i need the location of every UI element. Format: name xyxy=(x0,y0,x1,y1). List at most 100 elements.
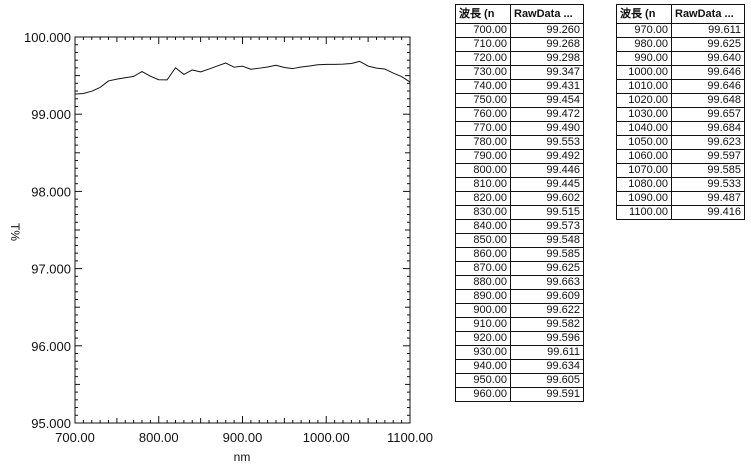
table-row: 1060.00 99.597 xyxy=(616,149,745,164)
y-tick-label: 98.000 xyxy=(31,184,71,199)
rawdata-cell: 99.446 xyxy=(510,163,584,178)
rawdata-cell: 99.596 xyxy=(510,331,584,346)
rawdata-cell: 99.472 xyxy=(510,107,584,122)
table-row: 720.00 99.298 xyxy=(455,51,584,66)
x-tick-label: 1100.00 xyxy=(387,430,433,445)
rawdata-cell: 99.492 xyxy=(510,149,584,164)
rawdata-cell: 99.625 xyxy=(510,261,584,276)
table-row: 980.00 99.625 xyxy=(616,37,745,52)
table-row: 730.00 99.347 xyxy=(455,65,584,80)
wavelength-cell: 920.00 xyxy=(455,331,511,346)
wavelength-cell: 1040.00 xyxy=(616,121,672,136)
data-table-1: 波長 (n RawData ... 700.00 99.260 710.00 99.2… xyxy=(455,4,584,402)
table-row: 1030.00 99.657 xyxy=(616,107,745,122)
y-tick-label: 99.000 xyxy=(31,107,71,122)
rawdata-cell: 99.684 xyxy=(671,121,745,136)
y-tick-label: 96.000 xyxy=(31,339,71,354)
wavelength-cell: 870.00 xyxy=(455,261,511,276)
table-header-row: 波長 (n RawData ... xyxy=(616,4,745,24)
table-row: 1070.00 99.585 xyxy=(616,163,745,178)
wavelength-cell: 990.00 xyxy=(616,51,672,66)
rawdata-header: RawData ... xyxy=(671,4,745,24)
rawdata-cell: 99.582 xyxy=(510,317,584,332)
wavelength-cell: 1010.00 xyxy=(616,79,672,94)
wavelength-cell: 790.00 xyxy=(455,149,511,164)
table-row: 890.00 99.609 xyxy=(455,289,584,304)
rawdata-cell: 99.646 xyxy=(671,79,745,94)
table-row: 960.00 99.591 xyxy=(455,387,584,402)
rawdata-cell: 99.648 xyxy=(671,93,745,108)
table-row: 770.00 99.490 xyxy=(455,121,584,136)
table-row: 950.00 99.605 xyxy=(455,373,584,388)
wavelength-cell: 1060.00 xyxy=(616,149,672,164)
wavelength-cell: 820.00 xyxy=(455,191,511,206)
wavelength-cell: 940.00 xyxy=(455,359,511,374)
wavelength-cell: 900.00 xyxy=(455,303,511,318)
rawdata-cell: 99.585 xyxy=(671,163,745,178)
wavelength-cell: 910.00 xyxy=(455,317,511,332)
wavelength-cell: 860.00 xyxy=(455,247,511,262)
series-line xyxy=(74,60,411,95)
rawdata-cell: 99.585 xyxy=(510,247,584,262)
table-row: 790.00 99.492 xyxy=(455,149,584,164)
rawdata-cell: 99.298 xyxy=(510,51,584,66)
table-row: 880.00 99.663 xyxy=(455,275,584,290)
rawdata-cell: 99.553 xyxy=(510,135,584,150)
wavelength-cell: 1050.00 xyxy=(616,135,672,150)
wavelength-cell: 950.00 xyxy=(455,373,511,388)
x-tick-label: 900.00 xyxy=(223,430,263,445)
rawdata-cell: 99.609 xyxy=(510,289,584,304)
wavelength-cell: 730.00 xyxy=(455,65,511,80)
rawdata-cell: 99.515 xyxy=(510,205,584,220)
rawdata-cell: 99.611 xyxy=(671,23,745,38)
rawdata-cell: 99.533 xyxy=(671,177,745,192)
rawdata-cell: 99.663 xyxy=(510,275,584,290)
wavelength-header: 波長 (n xyxy=(616,4,672,24)
wavelength-cell: 700.00 xyxy=(455,23,511,38)
rawdata-cell: 99.646 xyxy=(671,65,745,80)
table-row: 750.00 99.454 xyxy=(455,93,584,108)
table-row: 990.00 99.640 xyxy=(616,51,745,66)
transmittance-chart: 700.00 800.00 900.00 1000.00 1100.00 100.000 9… xyxy=(8,30,433,464)
table-row: 780.00 99.553 xyxy=(455,135,584,150)
table-row: 1100.00 99.416 xyxy=(616,205,745,220)
x-tick-label: 700.00 xyxy=(55,430,95,445)
rawdata-cell: 99.268 xyxy=(510,37,584,52)
wavelength-cell: 960.00 xyxy=(455,387,511,402)
rawdata-cell: 99.591 xyxy=(510,387,584,402)
y-tick-label: 100.000 xyxy=(24,30,71,45)
rawdata-cell: 99.605 xyxy=(510,373,584,388)
y-axis-label: T% xyxy=(8,223,22,241)
table-row: 850.00 99.548 xyxy=(455,233,584,248)
x-axis-label: nm xyxy=(234,450,251,464)
series-layer xyxy=(74,60,411,95)
table-row: 760.00 99.472 xyxy=(455,107,584,122)
wavelength-cell: 880.00 xyxy=(455,275,511,290)
wavelength-cell: 780.00 xyxy=(455,135,511,150)
table-row: 920.00 99.596 xyxy=(455,331,584,346)
rawdata-cell: 99.611 xyxy=(510,345,584,360)
wavelength-cell: 980.00 xyxy=(616,37,672,52)
table-row: 1040.00 99.684 xyxy=(616,121,745,136)
table-row: 1080.00 99.533 xyxy=(616,177,745,192)
table-row: 700.00 99.260 xyxy=(455,23,584,38)
wavelength-cell: 850.00 xyxy=(455,233,511,248)
wavelength-cell: 1030.00 xyxy=(616,107,672,122)
wavelength-cell: 1070.00 xyxy=(616,163,672,178)
rawdata-cell: 99.260 xyxy=(510,23,584,38)
wavelength-cell: 890.00 xyxy=(455,289,511,304)
table-row: 900.00 99.622 xyxy=(455,303,584,318)
rawdata-cell: 99.623 xyxy=(671,135,745,150)
table-row: 1010.00 99.646 xyxy=(616,79,745,94)
data-table-2: 波長 (n RawData ... 970.00 99.611 980.00 99.6… xyxy=(616,4,745,220)
table-row: 830.00 99.515 xyxy=(455,205,584,220)
table-row: 840.00 99.573 xyxy=(455,219,584,234)
plot-frame xyxy=(74,36,411,424)
table-row: 740.00 99.431 xyxy=(455,79,584,94)
wavelength-cell: 750.00 xyxy=(455,93,511,108)
rawdata-cell: 99.431 xyxy=(510,79,584,94)
wavelength-cell: 970.00 xyxy=(616,23,672,38)
wavelength-cell: 810.00 xyxy=(455,177,511,192)
table-row: 940.00 99.634 xyxy=(455,359,584,374)
table-row: 820.00 99.602 xyxy=(455,191,584,206)
